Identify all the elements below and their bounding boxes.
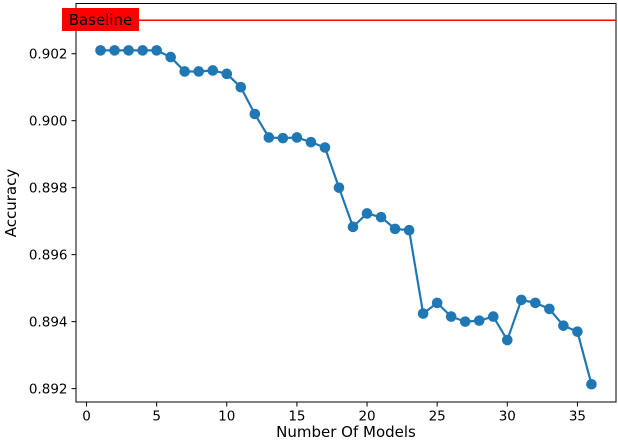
y-tick-label: 0.896	[29, 247, 68, 263]
x-tick-label: 25	[429, 409, 446, 425]
data-point	[459, 316, 471, 327]
data-point	[431, 297, 443, 309]
y-tick-label: 0.898	[29, 180, 68, 196]
data-point	[95, 45, 106, 56]
y-tick-label: 0.902	[29, 47, 68, 63]
x-tick-label: 35	[569, 409, 586, 425]
x-tick-label: 20	[358, 409, 375, 425]
data-point	[487, 311, 499, 322]
data-point	[109, 45, 120, 56]
data-point	[501, 334, 513, 346]
data-point	[530, 297, 541, 309]
data-point	[586, 378, 597, 390]
y-tick-label: 0.900	[29, 114, 68, 130]
data-point	[123, 45, 134, 56]
data-point	[516, 294, 527, 306]
y-axis-title: Accuracy	[2, 168, 20, 238]
data-point	[277, 132, 289, 144]
y-tick-label: 0.892	[29, 381, 68, 397]
y-tick-label: 0.894	[29, 314, 68, 330]
data-point	[558, 320, 569, 331]
x-tick-label: 15	[288, 409, 305, 425]
data-point	[207, 65, 219, 76]
data-point	[291, 132, 303, 143]
plot-border	[75, 3, 617, 403]
data-point	[305, 136, 317, 148]
x-axis-title: Number Of Models	[276, 423, 416, 441]
data-point	[249, 108, 261, 120]
data-point	[417, 308, 429, 319]
x-tick-label: 0	[82, 409, 91, 425]
data-point	[193, 66, 205, 77]
data-point	[361, 208, 373, 219]
data-point	[319, 142, 331, 153]
data-point	[221, 68, 233, 80]
data-point	[473, 315, 485, 326]
data-point	[263, 132, 275, 143]
data-point	[151, 45, 162, 56]
data-point	[445, 311, 457, 322]
data-point	[165, 51, 176, 63]
data-point	[389, 223, 401, 235]
data-point	[333, 182, 345, 193]
x-tick-label: 10	[218, 409, 235, 425]
data-point	[403, 224, 415, 236]
data-point	[544, 303, 555, 315]
data-point	[572, 326, 583, 337]
data-point	[179, 66, 191, 77]
x-tick-label: 5	[152, 409, 161, 425]
data-point	[137, 45, 148, 56]
data-point	[375, 211, 387, 223]
accuracy-series-line	[99, 49, 593, 386]
data-point	[347, 221, 359, 233]
data-point	[235, 81, 247, 93]
baseline-label: Baseline	[62, 8, 139, 31]
x-tick-label: 30	[499, 409, 516, 425]
